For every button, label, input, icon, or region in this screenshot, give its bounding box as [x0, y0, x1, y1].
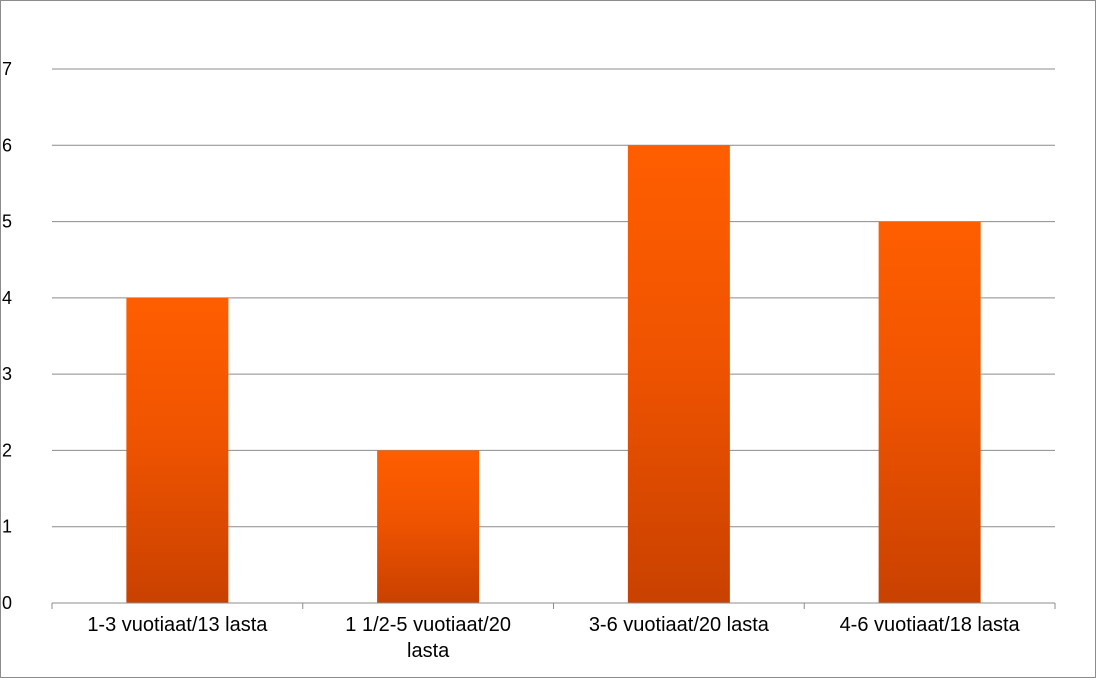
y-tick-label: 1 [2, 517, 12, 537]
y-tick-label: 4 [2, 288, 12, 308]
y-tick-label: 7 [2, 59, 12, 79]
bar [126, 297, 229, 603]
x-category-label: 4-6 vuotiaat/18 lasta [840, 614, 1021, 636]
y-tick-label: 6 [2, 135, 12, 155]
x-axis-category-labels: 1-3 vuotiaat/13 lasta 1 1/2-5 vuotiaat/20… [87, 614, 1020, 662]
x-category-label: 1 1/2-5 vuotiaat/20 [345, 614, 511, 636]
bar [878, 221, 981, 604]
bars [126, 145, 981, 604]
y-tick-label: 5 [2, 212, 12, 232]
y-tick-label: 0 [2, 593, 12, 613]
y-axis-tick-labels: 0 1 2 3 4 5 6 7 [2, 59, 12, 613]
bar [627, 145, 730, 604]
x-category-label: 3-6 vuotiaat/20 lasta [589, 614, 770, 636]
bar [377, 450, 480, 603]
x-category-label: 1-3 vuotiaat/13 lasta [87, 614, 268, 636]
y-tick-label: 2 [2, 440, 12, 460]
y-tick-label: 3 [2, 364, 12, 384]
x-category-label: lasta [407, 640, 450, 662]
x-axis [51, 602, 1056, 609]
